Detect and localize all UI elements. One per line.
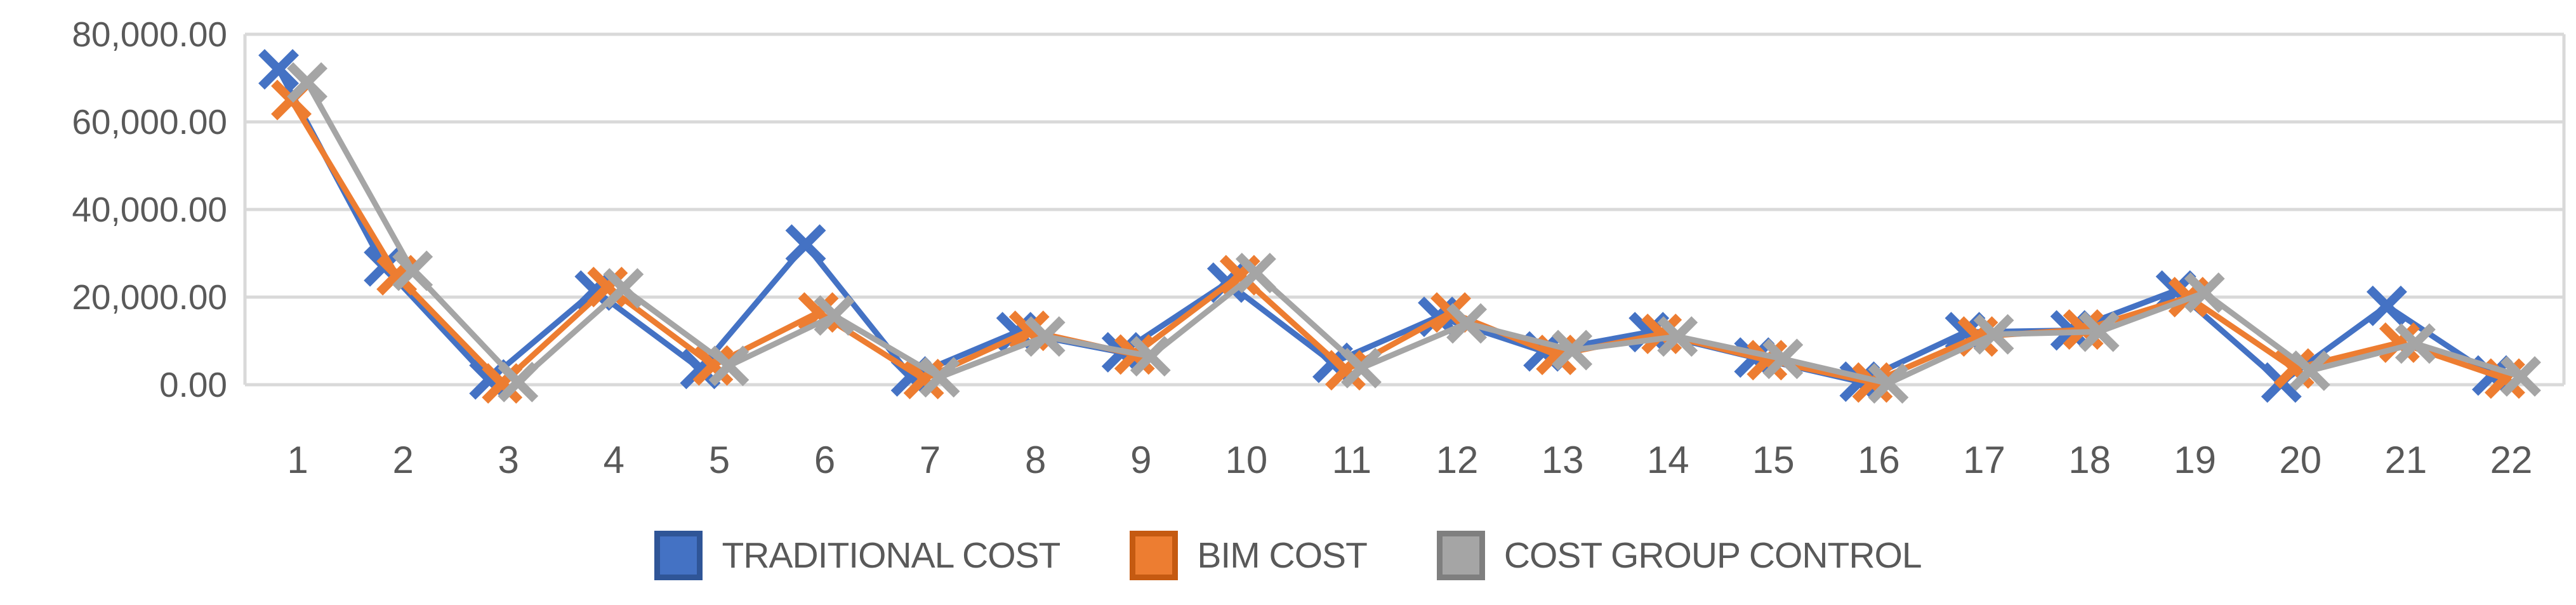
x-marker bbox=[587, 267, 628, 308]
x-marker bbox=[1657, 316, 1698, 357]
x-marker bbox=[1868, 362, 1909, 404]
x-axis-tick-label: 3 bbox=[498, 439, 519, 481]
y-axis-tick-label: 20,000.00 bbox=[72, 277, 227, 317]
chart-legend: TRADITIONAL COST BIM COST COST GROUP CON… bbox=[0, 531, 2576, 580]
x-axis-tick-label: 7 bbox=[920, 439, 941, 481]
x-marker bbox=[692, 345, 734, 386]
x-axis-tick-label: 14 bbox=[1647, 439, 1689, 481]
x-axis-tick-label: 8 bbox=[1025, 439, 1046, 481]
y-axis-tick-label: 0.00 bbox=[159, 365, 227, 404]
x-axis-tick-label: 1 bbox=[287, 439, 308, 481]
legend-label: TRADITIONAL COST bbox=[722, 535, 1060, 576]
y-axis-tick-label: 40,000.00 bbox=[72, 190, 227, 229]
x-marker bbox=[1008, 310, 1050, 352]
x-axis-tick-label: 12 bbox=[1436, 439, 1479, 481]
y-axis-tick-label: 60,000.00 bbox=[72, 102, 227, 142]
x-marker bbox=[785, 224, 826, 265]
x-marker bbox=[798, 292, 839, 333]
x-axis-tick-label: 10 bbox=[1225, 439, 1267, 481]
x-marker bbox=[392, 250, 433, 291]
x-marker bbox=[1973, 314, 2014, 355]
x-axis-tick-label: 21 bbox=[2384, 439, 2427, 481]
x-marker bbox=[574, 270, 616, 311]
x-marker bbox=[919, 357, 960, 398]
traditional-cost-swatch-icon bbox=[654, 531, 703, 580]
x-marker bbox=[814, 295, 855, 336]
x-marker bbox=[1552, 329, 1593, 371]
x-axis-tick-label: 22 bbox=[2490, 439, 2533, 481]
x-marker bbox=[2289, 350, 2330, 391]
y-axis-tick-label: 80,000.00 bbox=[72, 15, 227, 54]
x-marker bbox=[1341, 347, 1382, 389]
x-marker bbox=[1024, 316, 1066, 357]
x-marker bbox=[708, 345, 750, 387]
x-marker bbox=[1762, 338, 1804, 380]
x-axis-tick-label: 11 bbox=[1332, 439, 1371, 481]
series-line-cost-group-control bbox=[305, 81, 2522, 387]
x-marker bbox=[1641, 314, 1682, 354]
x-marker bbox=[287, 62, 327, 103]
x-marker bbox=[2273, 348, 2315, 389]
x-marker bbox=[2366, 285, 2407, 326]
legend-label: BIM COST bbox=[1197, 535, 1368, 576]
x-axis-tick-label: 17 bbox=[1963, 439, 2005, 481]
x-axis-tick-label: 2 bbox=[392, 439, 413, 481]
x-marker bbox=[2184, 272, 2225, 314]
legend-label: COST GROUP CONTROL bbox=[1503, 535, 1922, 576]
x-marker bbox=[2394, 323, 2436, 364]
bim-cost-swatch-icon bbox=[1130, 531, 1179, 580]
x-axis-tick-label: 4 bbox=[604, 439, 624, 481]
x-marker bbox=[2379, 322, 2420, 363]
x-axis-tick-label: 9 bbox=[1130, 439, 1151, 481]
x-axis-tick-label: 5 bbox=[709, 439, 730, 481]
cost-group-control-swatch-icon bbox=[1436, 531, 1485, 580]
x-axis-tick-label: 13 bbox=[1542, 439, 1584, 481]
series-line-bim-cost bbox=[289, 98, 2506, 388]
x-axis-tick-label: 18 bbox=[2068, 439, 2111, 481]
legend-item-bim-cost: BIM COST bbox=[1130, 531, 1368, 580]
x-marker bbox=[2500, 356, 2541, 397]
x-marker bbox=[1235, 253, 1276, 293]
x-marker bbox=[680, 349, 721, 390]
x-marker bbox=[603, 268, 644, 309]
x-marker bbox=[2078, 311, 2120, 352]
x-marker bbox=[498, 361, 539, 402]
x-marker bbox=[1446, 303, 1487, 344]
x-axis-tick-label: 6 bbox=[814, 439, 835, 481]
x-marker bbox=[258, 49, 299, 90]
x-axis-tick-label: 16 bbox=[1858, 439, 1900, 481]
x-marker bbox=[1130, 336, 1171, 377]
series-line-traditional-cost bbox=[276, 68, 2494, 387]
x-axis-tick-label: 15 bbox=[1752, 439, 1795, 481]
legend-item-traditional-cost: TRADITIONAL COST bbox=[654, 531, 1060, 580]
x-axis-tick-label: 19 bbox=[2174, 439, 2216, 481]
legend-item-cost-group-control: COST GROUP CONTROL bbox=[1436, 531, 1922, 580]
x-axis-tick-label: 20 bbox=[2279, 439, 2322, 481]
